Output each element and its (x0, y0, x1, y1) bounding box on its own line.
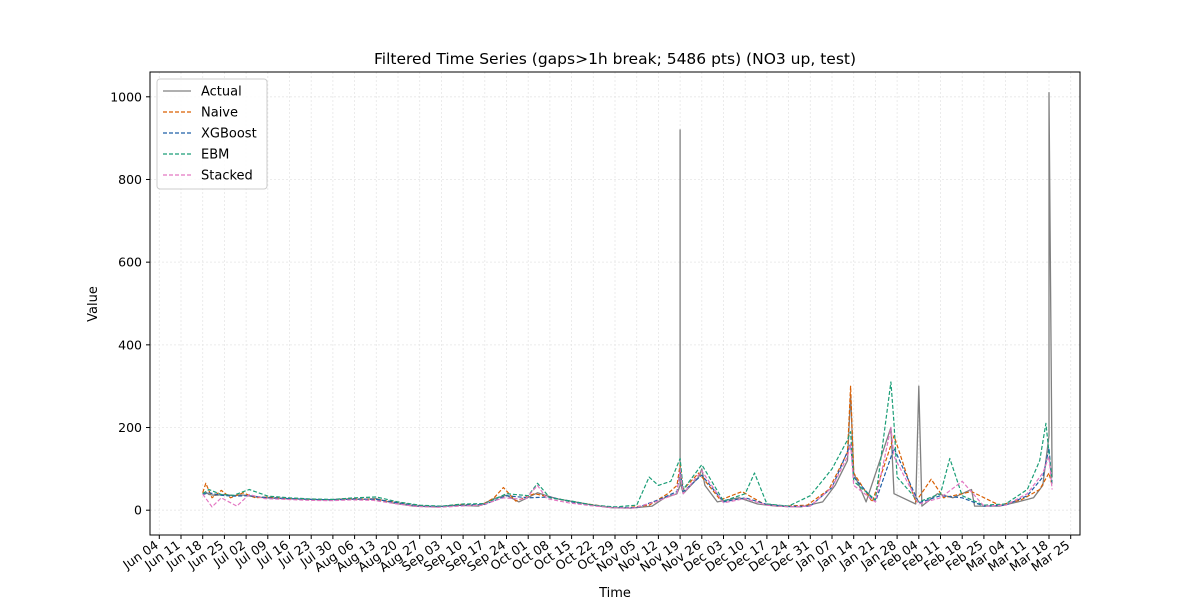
legend-label-xgboost: XGBoost (201, 127, 257, 142)
legend-label-stacked: Stacked (201, 169, 253, 184)
legend-label-naive: Naive (201, 106, 238, 121)
y-axis: 0 200 400 600 800 1000 (110, 89, 150, 518)
y-tick-label: 200 (118, 420, 142, 435)
series-line-ebm (202, 381, 1053, 508)
legend: Actual Naive XGBoost EBM Stacked (156, 78, 268, 190)
legend-label-actual: Actual (201, 85, 242, 100)
y-tick-label: 1000 (110, 89, 142, 104)
plot-series (202, 92, 1053, 509)
grid-lines (150, 72, 1080, 535)
y-tick-label: 600 (118, 255, 142, 270)
series-line-stacked (202, 426, 1053, 509)
series-line-xgboost (202, 443, 1053, 509)
legend-label-ebm: EBM (201, 148, 229, 163)
y-tick-label: 800 (118, 172, 142, 187)
y-tick-label: 400 (118, 337, 142, 352)
x-axis-label: Time (598, 586, 631, 600)
legend-box (156, 78, 268, 190)
chart-title: Filtered Time Series (gaps>1h break; 548… (374, 50, 856, 68)
series-line-actual (202, 92, 1053, 509)
y-tick-label: 0 (134, 503, 142, 518)
series-line-naive (202, 385, 1053, 509)
y-axis-label: Value (86, 286, 101, 322)
